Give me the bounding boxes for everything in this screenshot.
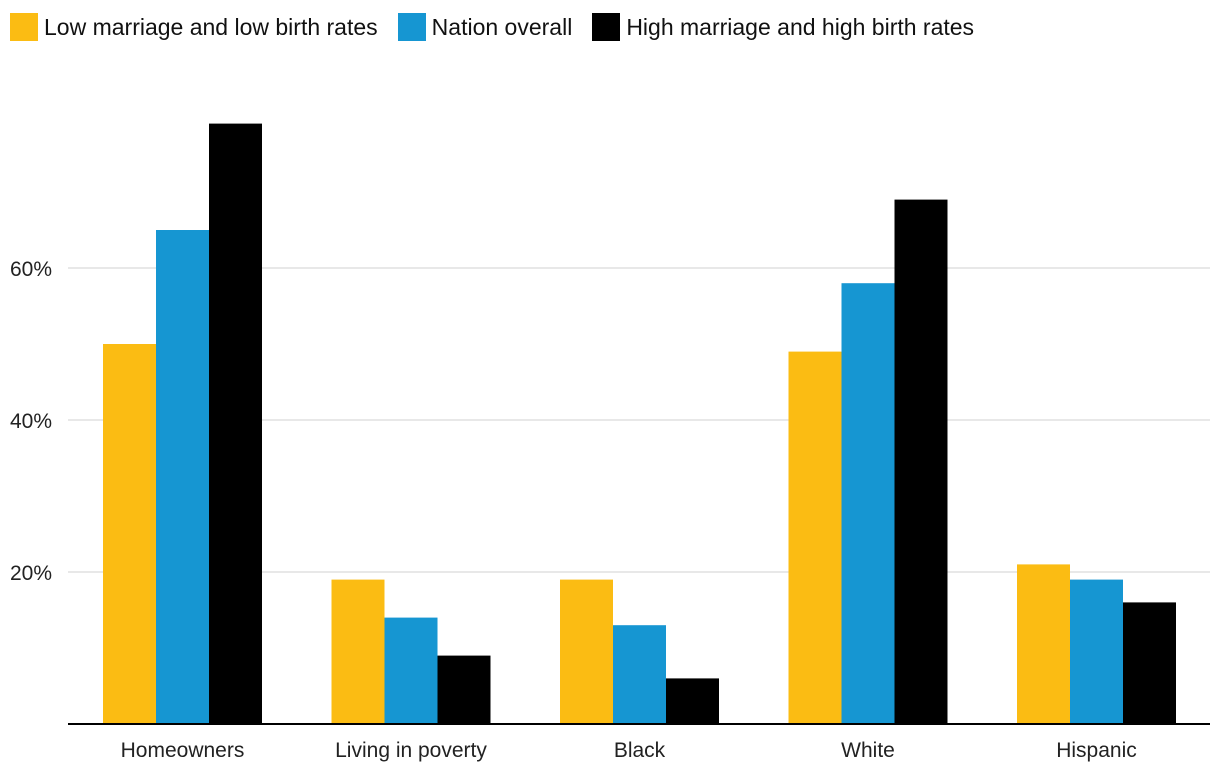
bar bbox=[1070, 579, 1123, 724]
bar bbox=[209, 123, 262, 725]
legend-label-high: High marriage and high birth rates bbox=[626, 14, 975, 40]
legend-swatch-high bbox=[592, 13, 621, 41]
bar bbox=[331, 579, 385, 724]
x-category-label: Living in poverty bbox=[335, 739, 487, 762]
bar bbox=[894, 199, 948, 725]
legend-swatch-low bbox=[10, 13, 38, 41]
x-category-label: Homeowners bbox=[121, 739, 245, 762]
bar bbox=[788, 351, 842, 724]
legend-item-low: Low marriage and low birth rates bbox=[10, 12, 378, 42]
legend-item-high: High marriage and high birth rates bbox=[592, 12, 974, 42]
bar bbox=[666, 678, 719, 724]
bar bbox=[613, 625, 666, 724]
bar bbox=[1123, 602, 1176, 724]
y-tick-label: 20% bbox=[10, 562, 52, 585]
legend-item-nation: Nation overall bbox=[397, 12, 573, 42]
legend: Low marriage and low birth rates Nation … bbox=[10, 12, 994, 42]
legend-label-low: Low marriage and low birth rates bbox=[44, 14, 378, 40]
bar bbox=[156, 230, 209, 724]
legend-swatch-nation bbox=[397, 13, 426, 41]
bar bbox=[103, 344, 156, 724]
bar bbox=[437, 655, 491, 724]
x-category-label: White bbox=[841, 739, 895, 762]
bar bbox=[560, 579, 613, 724]
legend-label-nation: Nation overall bbox=[431, 14, 573, 40]
bar bbox=[1017, 564, 1070, 724]
x-category-label: Black bbox=[614, 739, 666, 762]
bar bbox=[384, 617, 438, 724]
x-category-label: Hispanic bbox=[1056, 739, 1137, 762]
y-tick-label: 60% bbox=[10, 258, 52, 281]
y-tick-label: 40% bbox=[10, 410, 52, 433]
bar bbox=[841, 283, 895, 724]
